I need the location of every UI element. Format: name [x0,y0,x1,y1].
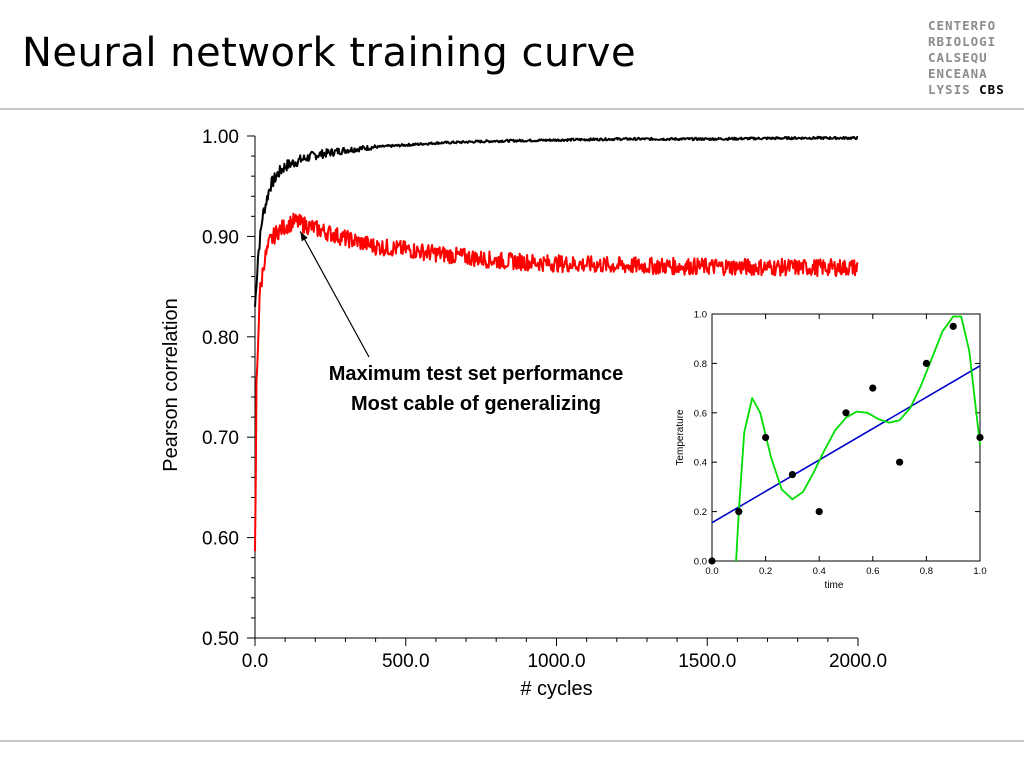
y-tick-label: 1.00 [202,127,239,148]
x-axis-label: # cycles [520,678,592,700]
inset-background [652,300,1012,600]
inset-y-axis-label: Temperature [675,409,686,466]
y-tick-label: 0.80 [202,328,239,349]
inset-x-axis-label: time [825,580,844,591]
annotation-line2: Most cable of generalizing [351,393,601,415]
x-tick-label: 0.0 [242,651,268,672]
inset-y-tick-label: 0.6 [694,408,707,419]
inset-y-tick-label: 0.2 [694,507,707,518]
data-point [842,409,850,417]
logo-row: ENCEANA [928,66,988,81]
y-tick-label: 0.90 [202,227,239,248]
training-series-line [254,135,859,307]
data-point [735,508,743,516]
y-tick-label: 0.60 [202,529,239,550]
cbs-logo: CENTERFO RBIOLOGI CALSEQU ENCEANA LYSIS … [928,18,1005,98]
data-point [976,433,984,442]
inset-x-tick-label: 0.8 [920,566,933,577]
data-point [815,508,823,516]
y-tick-label: 0.70 [202,428,239,449]
x-tick-label: 1500.0 [678,651,736,672]
linear-fit-line [711,365,981,524]
test-series-line [254,212,859,552]
inset-x-tick-label: 0.2 [759,566,772,577]
inset-y-tick-label: 0.8 [694,359,707,370]
annotation-line1: Maximum test set performance [329,363,624,385]
x-tick-label: 1000.0 [527,651,585,672]
logo-text: LYSIS [928,82,980,97]
inset-x-tick-label: 0.4 [813,566,826,577]
data-point [762,433,770,442]
data-point [949,322,957,330]
data-point [869,384,877,392]
data-point [896,458,904,466]
data-point [708,557,716,565]
logo-row: RBIOLOGI [928,34,997,49]
polynomial-fit-curve [735,315,981,562]
inset-x-tick-label: 1.0 [973,566,986,577]
inset-x-tick-label: 0.6 [866,566,879,577]
x-tick-label: 2000.0 [829,651,887,672]
data-point [922,359,931,367]
inset-y-tick-label: 0.4 [694,458,707,469]
page-title: Neural network training curve [22,30,637,76]
logo-row: CALSEQU [928,50,988,65]
footer-divider [0,740,1024,742]
annotation-arrow [299,231,370,358]
data-point [788,470,797,479]
y-axis-label: Pearson correlation [160,298,182,471]
logo-row: LYSIS CBS [928,82,1005,98]
x-tick-label: 500.0 [382,651,430,672]
logo-row: CENTERFO [928,18,997,33]
header-divider [0,108,1024,110]
y-tick-label: 0.50 [202,629,239,650]
inset-y-tick-label: 0.0 [694,557,707,568]
inset-y-tick-label: 1.0 [694,310,707,321]
logo-cbs-text: CBS [979,82,1005,97]
annotation-arrowhead [300,231,308,242]
inset-x-tick-label: 0.0 [705,566,718,577]
